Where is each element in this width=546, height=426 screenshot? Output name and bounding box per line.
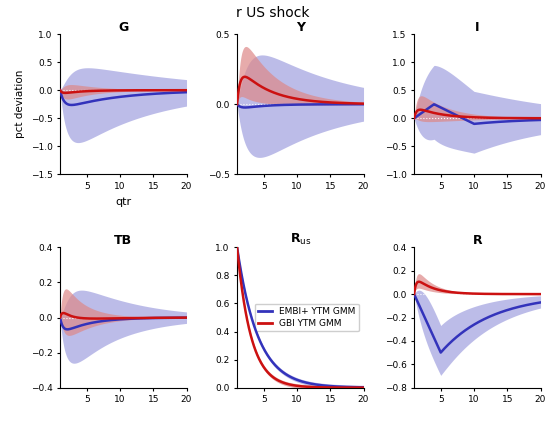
X-axis label: qtr: qtr: [115, 196, 132, 207]
Title: G: G: [118, 21, 128, 34]
Title: R$_{\mathrm{us}}$: R$_{\mathrm{us}}$: [289, 232, 311, 248]
Y-axis label: pct deviation: pct deviation: [15, 70, 25, 138]
Text: r US shock: r US shock: [236, 6, 310, 20]
Title: Y: Y: [296, 21, 305, 34]
Title: R: R: [472, 234, 482, 248]
Legend: EMBI+ YTM GMM, GBI YTM GMM: EMBI+ YTM GMM, GBI YTM GMM: [254, 304, 359, 331]
Title: I: I: [475, 21, 479, 34]
Title: TB: TB: [114, 234, 132, 248]
